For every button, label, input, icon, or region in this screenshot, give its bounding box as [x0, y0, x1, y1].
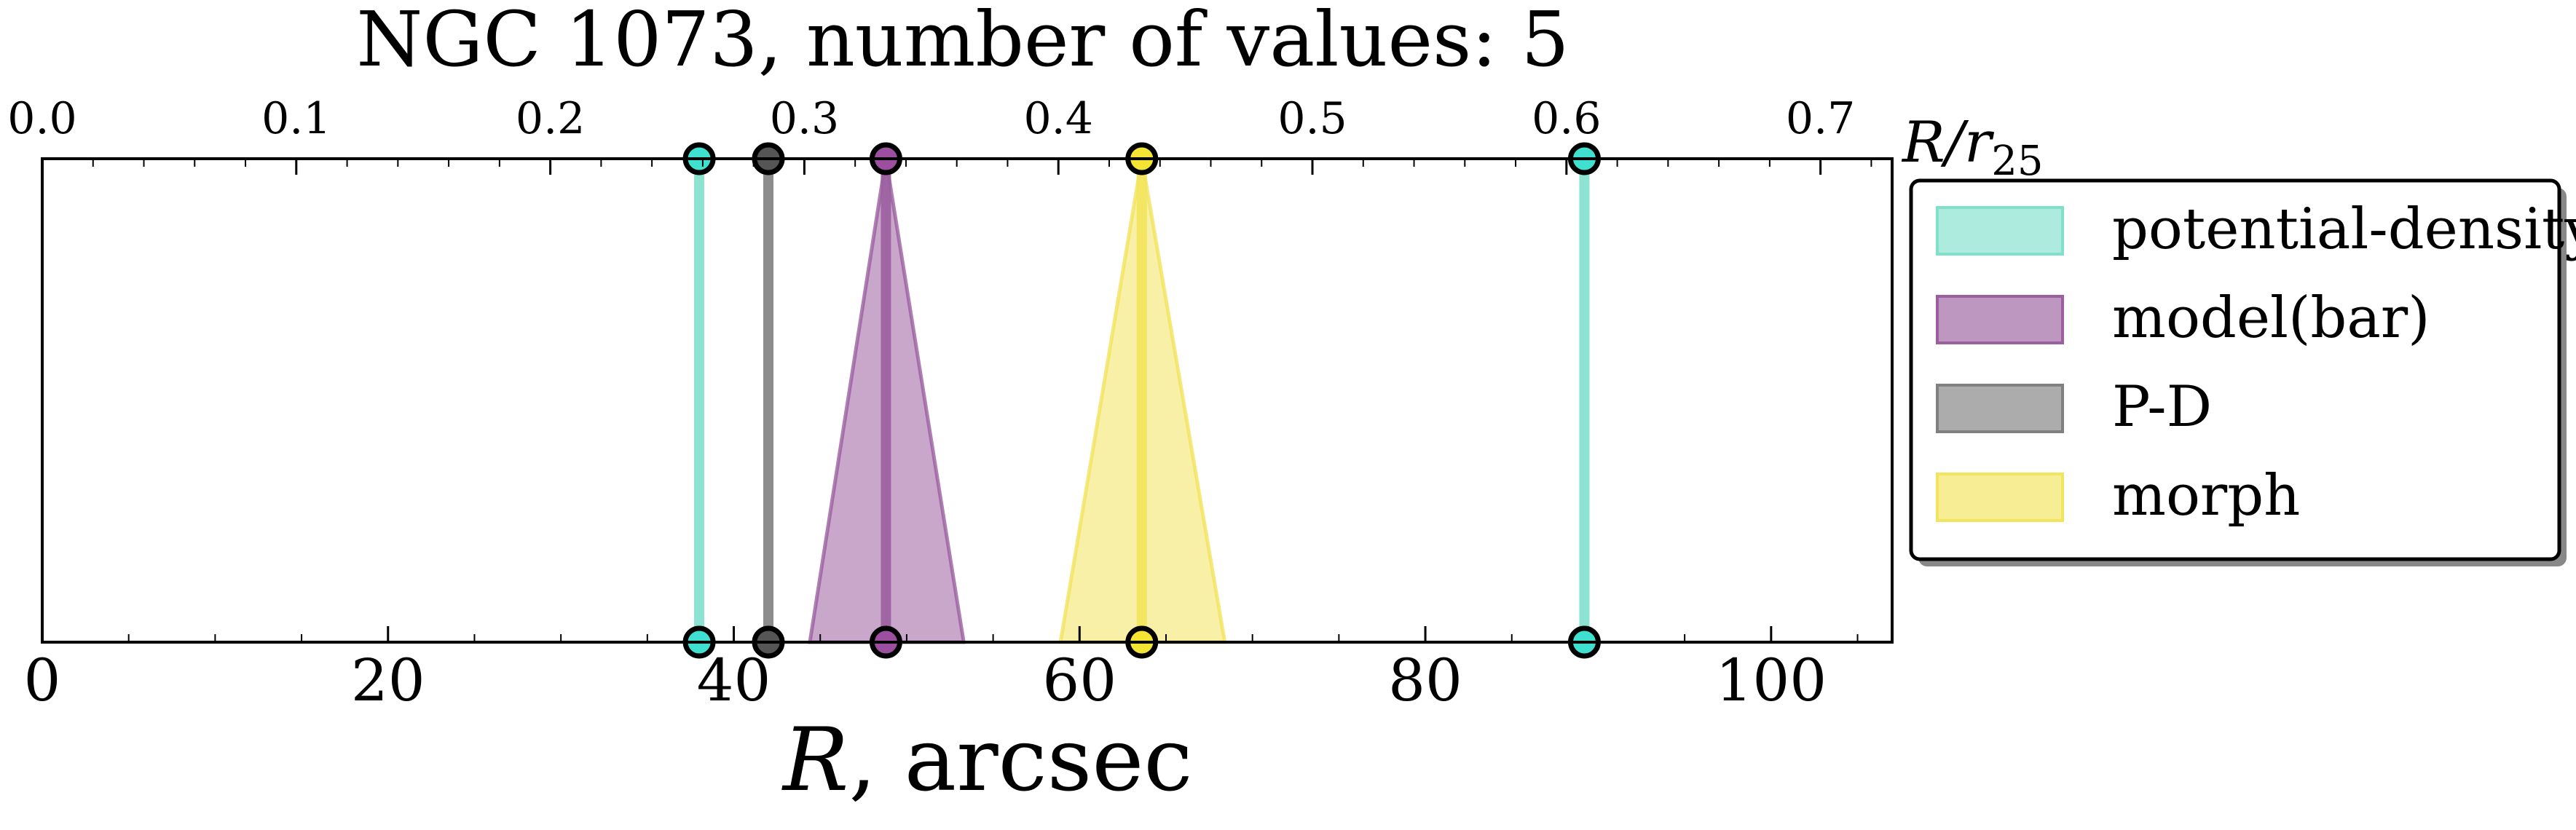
x-axis-label: R, arcsec — [781, 710, 1193, 811]
plot-area — [682, 142, 1601, 659]
top-tick-label: 0.5 — [1277, 93, 1347, 144]
legend-label-morph: morph — [2112, 463, 2300, 529]
top-tick-label: 0.2 — [516, 93, 585, 144]
top-tick-label: 0.0 — [7, 93, 76, 144]
bottom-tick-label: 20 — [351, 647, 425, 714]
bottom-tick-label: 100 — [1715, 647, 1827, 714]
top-tick-label: 0.6 — [1532, 93, 1601, 144]
top-tick-label: 0.3 — [770, 93, 839, 144]
top-tick-label: 0.7 — [1786, 93, 1855, 144]
legend-label-model-bar-: model(bar) — [2112, 285, 2430, 351]
axis-ticks: 0 20 40 60 80 100 0.0 0.1 0.2 0.3 0.4 0.5 0.6 0.7 — [7, 93, 1872, 714]
top-axis-label: R/r25 — [1901, 110, 2044, 185]
bottom-tick-label: 0 — [24, 647, 61, 714]
bottom-tick-label: 80 — [1388, 647, 1462, 714]
legend-swatch-potential-density — [1936, 206, 2064, 256]
bottom-tick-label: 60 — [1042, 647, 1116, 714]
legend-label-potential-density: potential-density — [2112, 197, 2576, 262]
chart-title: NGC 1073, number of values: 5 — [356, 0, 1569, 84]
bottom-tick-label: 40 — [697, 647, 771, 714]
legend: potential-density model(bar) P-D morph — [1909, 178, 2576, 566]
top-tick-label: 0.4 — [1024, 93, 1093, 144]
legend-swatch-p-d — [1936, 384, 2064, 433]
legend-swatch-morph — [1936, 473, 2064, 522]
legend-label-p-d: P-D — [2112, 374, 2212, 440]
top-tick-label: 0.1 — [261, 93, 331, 144]
legend-swatch-model-bar- — [1936, 295, 2064, 344]
plot-frame — [41, 157, 1894, 644]
